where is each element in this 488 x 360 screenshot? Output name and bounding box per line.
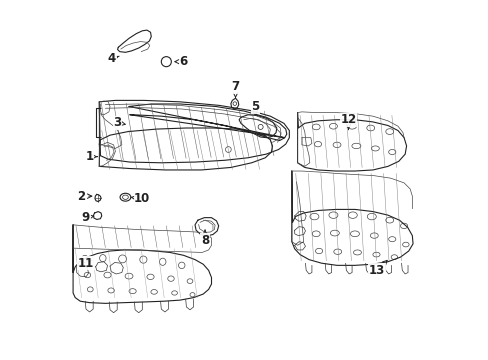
- Text: 4: 4: [107, 52, 119, 65]
- Text: 3: 3: [113, 116, 125, 129]
- Text: 2: 2: [77, 190, 92, 203]
- Text: 7: 7: [231, 80, 239, 97]
- Text: 6: 6: [175, 55, 187, 68]
- Text: 12: 12: [340, 113, 356, 130]
- Text: 10: 10: [130, 192, 150, 205]
- Text: 11: 11: [78, 257, 94, 270]
- Text: 1: 1: [85, 150, 97, 163]
- Text: 9: 9: [81, 211, 94, 224]
- Text: 13: 13: [368, 260, 386, 277]
- Text: 5: 5: [251, 100, 259, 115]
- Text: 8: 8: [201, 230, 209, 247]
